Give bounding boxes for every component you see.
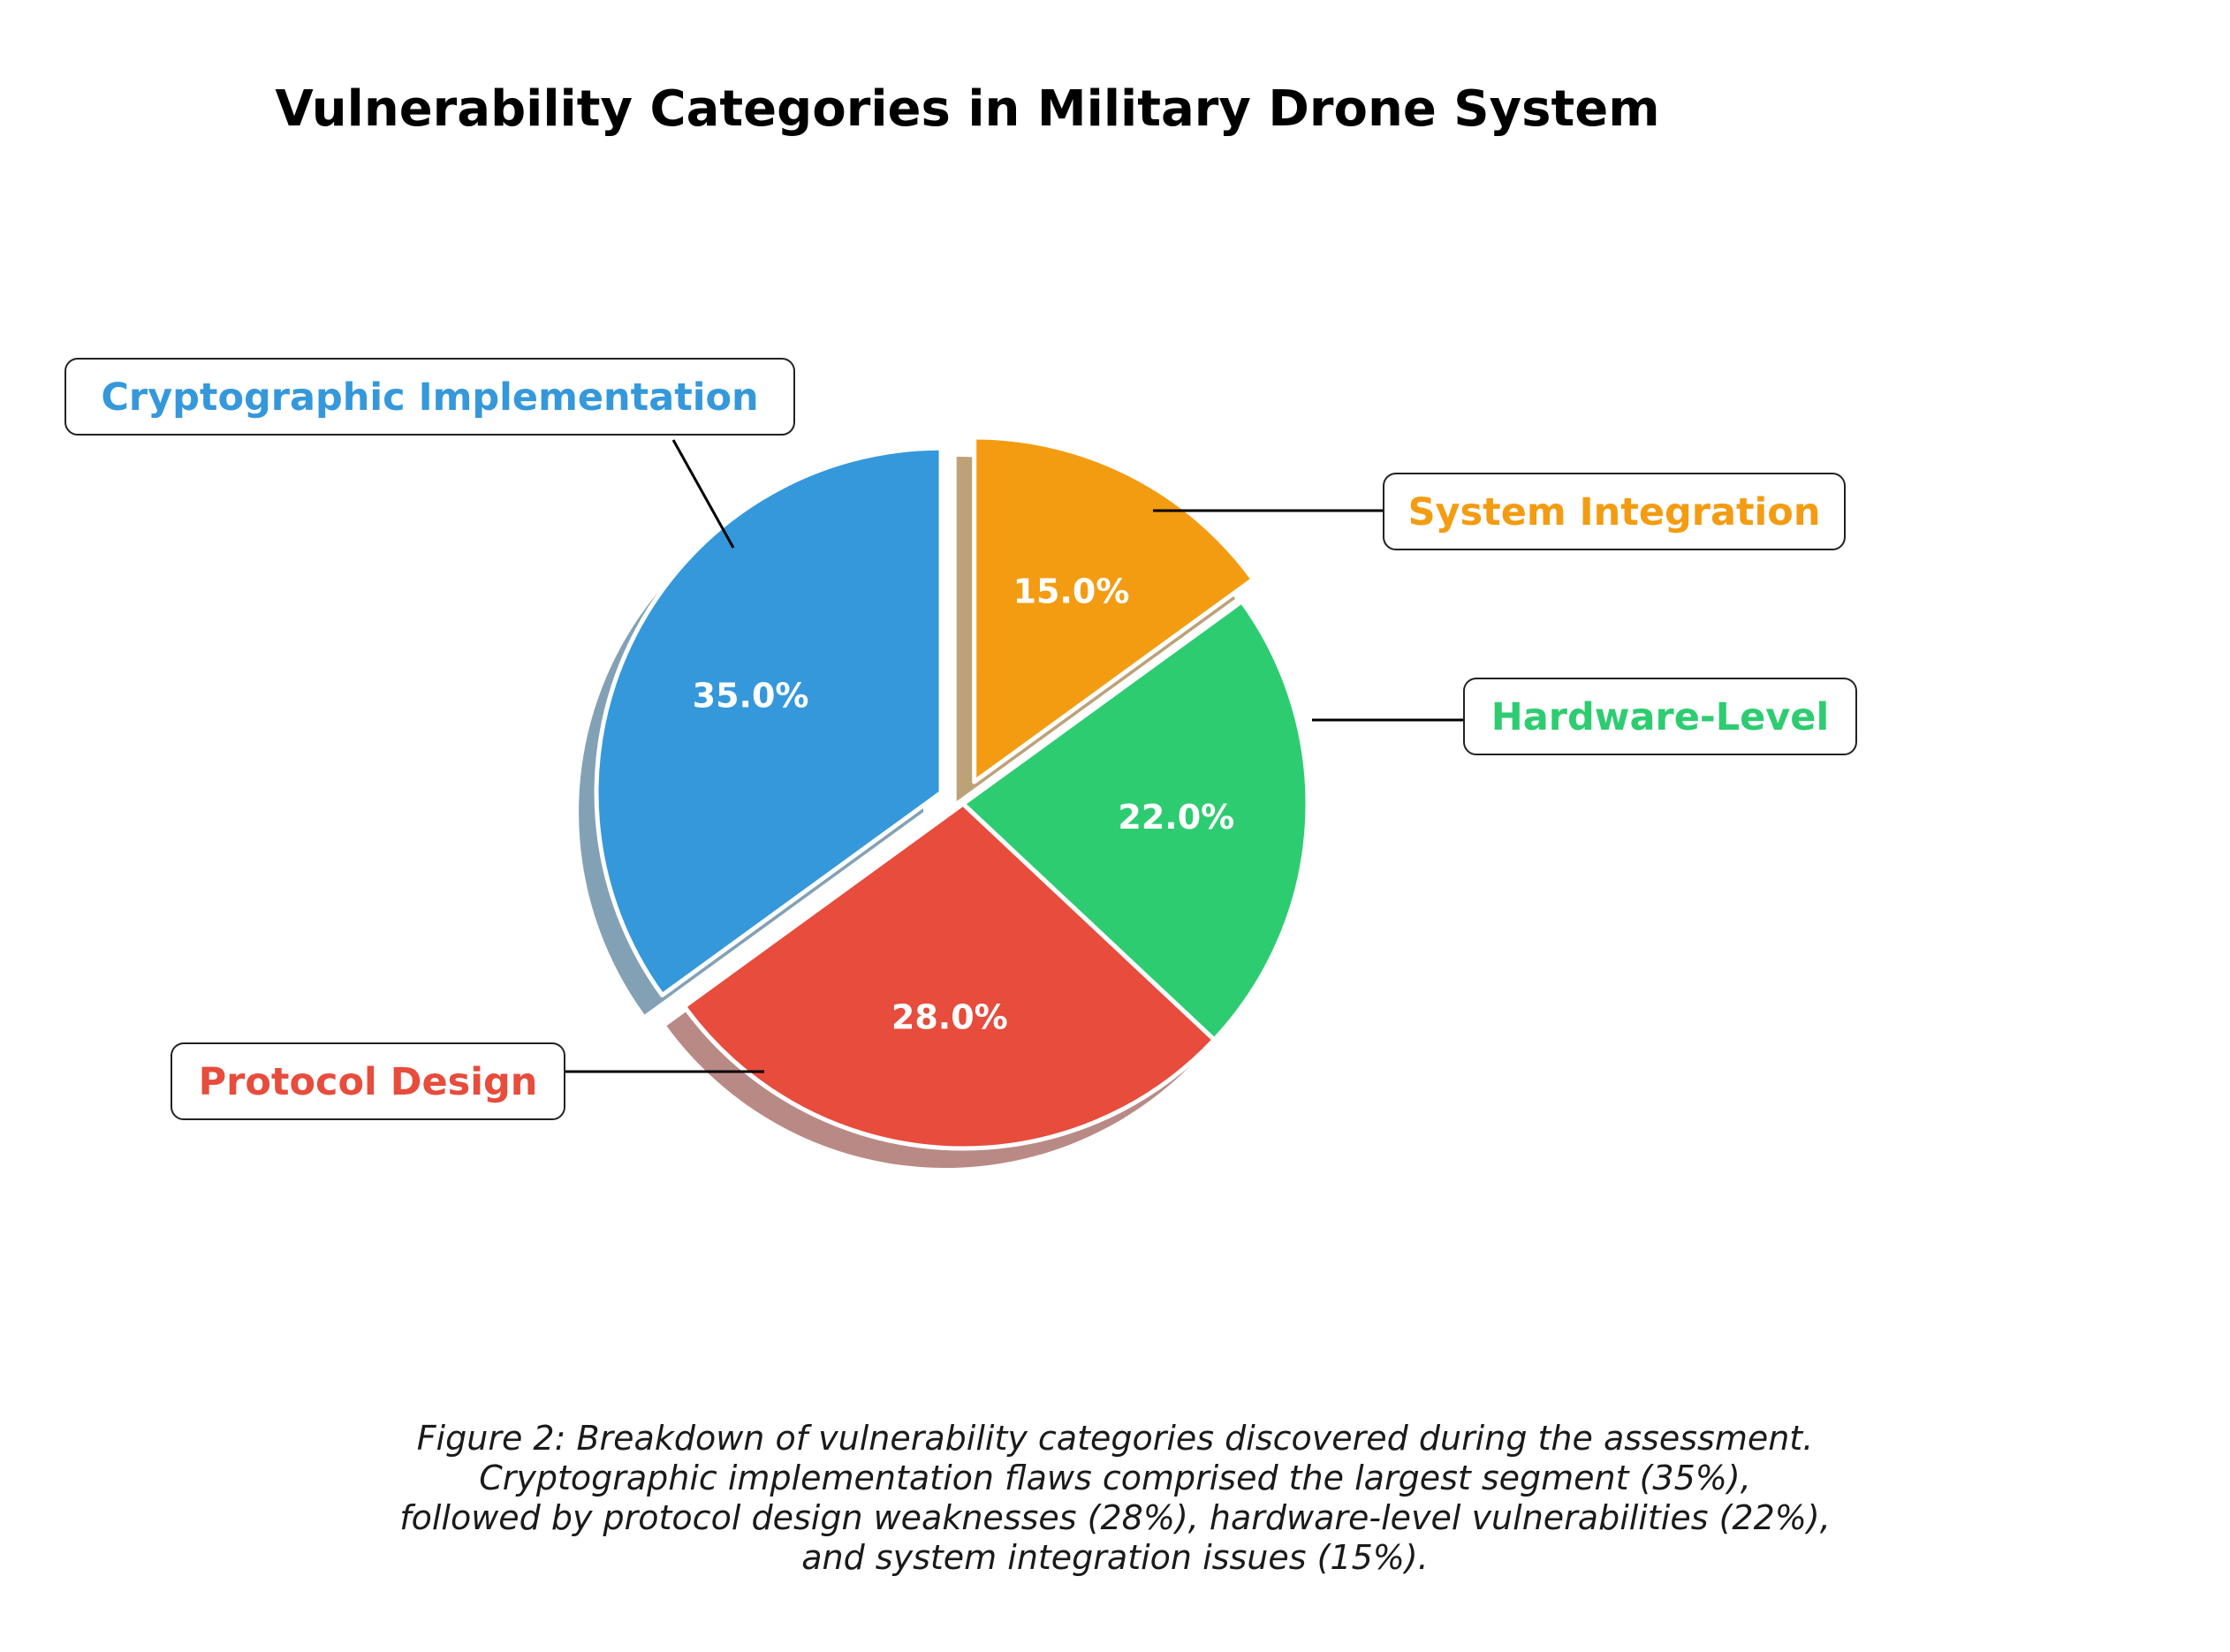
callout-box-system-integration [1383, 473, 1846, 550]
caption-line: followed by protocol design weaknesses (… [399, 1498, 1831, 1537]
category-label-cryptographic-implementation: Cryptographic Implementation [101, 375, 758, 420]
callout-box-cryptographic-implementation [64, 358, 795, 436]
callout-leader-cryptographic-implementation [671, 439, 735, 549]
percentage-label-system-integration: 15.0% [1013, 572, 1130, 611]
figure-caption: Figure 2: Breakdown of vulnerability cat… [399, 1419, 1831, 1577]
percentage-labels: 15.0% 22.0% 28.0% 35.0% [693, 572, 1235, 1037]
pie-slices [594, 435, 1310, 1151]
caption-line: Cryptographic implementation flaws compr… [479, 1459, 1751, 1497]
caption-line: Figure 2: Breakdown of vulnerability cat… [417, 1419, 1814, 1458]
category-callouts: System Integration Hardware-Level Protocol… [64, 358, 1857, 1120]
percentage-label-cryptographic-implementation: 35.0% [693, 677, 809, 716]
pie-slice-protocol-design [681, 801, 1217, 1151]
caption-line: and system integration issues (15%). [801, 1538, 1429, 1577]
callout-box-hardware-level [1463, 678, 1857, 755]
pie-slice-system-integration [972, 435, 1255, 784]
chart-title: Vulnerability Categories in Military Dro… [275, 80, 1659, 138]
category-label-protocol-design: Protocol Design [199, 1060, 538, 1104]
category-label-system-integration: System Integration [1408, 490, 1821, 534]
percentage-label-hardware-level: 22.0% [1118, 798, 1234, 837]
pie-slice-cryptographic-implementation [594, 445, 944, 998]
percentage-label-protocol-design: 28.0% [891, 997, 1008, 1036]
category-label-hardware-level: Hardware-Level [1491, 695, 1829, 739]
pie-slice-hardware-level [960, 599, 1310, 1042]
callout-box-protocol-design [171, 1042, 565, 1120]
